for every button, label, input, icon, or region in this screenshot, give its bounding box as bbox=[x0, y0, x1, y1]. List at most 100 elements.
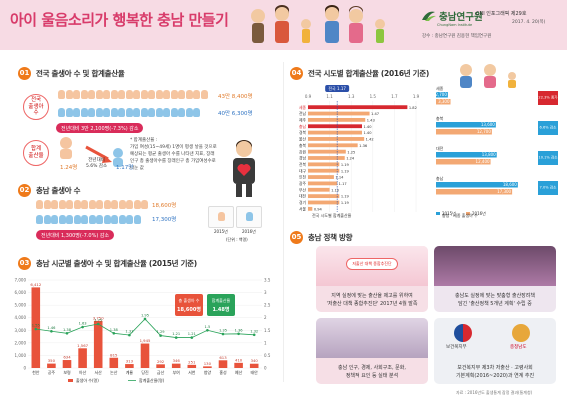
y-left-tick: 4,000 bbox=[15, 315, 27, 320]
tfr-point bbox=[174, 336, 178, 339]
baby-row-2016 bbox=[58, 108, 200, 117]
births-change-badge: 전년대비 3만 2,100명(-7.3%) 감소 bbox=[56, 123, 144, 133]
baby-icon bbox=[103, 108, 110, 117]
legend-label: 2016년 bbox=[472, 210, 486, 216]
province-label: 경남 bbox=[299, 156, 306, 161]
y-right-tick: 1 bbox=[264, 340, 267, 345]
births-bar-label: 350 bbox=[48, 358, 56, 363]
tfr-box-value: 1.48명 bbox=[212, 307, 230, 313]
births-bar bbox=[436, 122, 496, 128]
y-left-tick: 6,000 bbox=[15, 290, 27, 295]
province-bar bbox=[308, 200, 340, 205]
baby-icon bbox=[81, 215, 88, 224]
province-bar bbox=[308, 105, 408, 110]
chungnam-baby-row-2015 bbox=[36, 200, 148, 209]
province-tfr-chart: 0.9 1.1 1.3 1.5 1.7 1.9 세종 1.82 전남 1.47 제주 1.43 충남 1.… bbox=[299, 85, 420, 212]
province-label: 경기 bbox=[299, 200, 306, 205]
births-bar-label: 3,750 bbox=[93, 315, 104, 320]
tfr-point bbox=[34, 327, 38, 331]
tfr-point bbox=[159, 334, 162, 337]
province-bar-label: 1.14 bbox=[335, 176, 344, 180]
baby-icon bbox=[81, 200, 88, 209]
births-bar-label: 634 bbox=[63, 355, 71, 360]
births-2015-value: 43만 8,400명 bbox=[218, 94, 253, 100]
x-tick: 1.9 bbox=[413, 94, 420, 99]
legend-unit: (단위 : 백명) bbox=[226, 237, 248, 242]
province-label: 충청남도 bbox=[510, 345, 527, 350]
births-bar bbox=[140, 343, 150, 368]
tfr-point-label: 1.21 bbox=[188, 332, 196, 336]
change-badge-label: 10.1% 감소 bbox=[538, 155, 558, 160]
baby-icon bbox=[200, 90, 208, 99]
section-number: 05 bbox=[290, 230, 303, 244]
births-bar-label: 815 bbox=[110, 352, 118, 357]
births-bar-label: 1,945 bbox=[140, 338, 151, 343]
x-tick: 금산 bbox=[157, 369, 165, 375]
province-bar bbox=[308, 194, 340, 199]
y-left-tick: 5,000 bbox=[15, 303, 27, 308]
y-right-tick: 2.5 bbox=[264, 303, 271, 308]
tfr-point bbox=[81, 325, 84, 329]
baby-icon bbox=[73, 90, 80, 99]
baby-icon bbox=[110, 108, 118, 117]
baby-icon bbox=[65, 90, 73, 99]
births-bar bbox=[234, 362, 243, 368]
tfr-point bbox=[143, 317, 147, 321]
change-badge-label: 22.3% 증가 bbox=[538, 95, 558, 100]
province-bar-label: 1.24 bbox=[346, 157, 355, 161]
tfr-point bbox=[206, 328, 209, 332]
y-right-tick: 1.5 bbox=[264, 328, 271, 333]
births-bar-label: 346 bbox=[173, 358, 181, 363]
tfr-point-label: 1.31 bbox=[125, 330, 133, 334]
section-number: 01 bbox=[18, 66, 31, 80]
province-label: 울산 bbox=[299, 137, 306, 142]
births-bar bbox=[436, 189, 513, 195]
province-label: 전북 bbox=[299, 162, 306, 167]
baby-icon bbox=[111, 215, 118, 224]
brand-name-en: ChungNam Institute bbox=[437, 23, 473, 27]
baby-icon bbox=[66, 215, 73, 224]
brand-mark-icon bbox=[422, 11, 436, 21]
x-tick: 예산 bbox=[235, 369, 243, 375]
births-bar-label: 6,412 bbox=[30, 282, 41, 287]
county-births-chart: 7,000 6,000 5,000 4,000 3,000 2,000 1,000 0 3.5 3… bbox=[15, 278, 271, 384]
baby-icon bbox=[73, 108, 80, 117]
province-label: 전남 bbox=[299, 111, 306, 116]
x-tick: 보령 bbox=[63, 369, 71, 375]
baby-icon bbox=[88, 108, 95, 117]
national-badge-label: 전국 1.17 bbox=[328, 85, 346, 91]
baby-icon bbox=[43, 215, 51, 224]
section-2-heading: 02 충남 출생아 수 bbox=[18, 183, 81, 197]
baby-icon bbox=[155, 108, 163, 117]
tfr-point-label: 1.29 bbox=[157, 330, 166, 334]
births-bar-label: 251 bbox=[188, 359, 196, 364]
baby-icon bbox=[140, 108, 148, 117]
baby-icon bbox=[43, 200, 51, 209]
x-tick: 1.1 bbox=[326, 94, 333, 99]
baby-icon bbox=[126, 200, 133, 209]
section-4-heading: 04 전국 시도별 합계출산율 (2016년 기준) bbox=[290, 66, 429, 80]
y-left-tick: 0 bbox=[23, 366, 26, 371]
province-label: 서울 bbox=[299, 206, 306, 211]
total-births-box: 충 출생아 수 18,600명 bbox=[175, 294, 203, 316]
national-badge bbox=[325, 85, 350, 92]
province-bar-label: 1.47 bbox=[371, 112, 379, 116]
province-bar-label: 1.82 bbox=[409, 106, 417, 110]
section-5-heading: 05 충남 정책 방향 bbox=[290, 230, 353, 244]
y-right-tick: 3 bbox=[264, 290, 267, 295]
policy-card-4: 보건복지부 충청남도 보건복지부 제3차 저출산 · 고령사회 기본계획(201… bbox=[434, 318, 556, 384]
section-3-heading: 03 충남 시군별 출생아 수 및 합계출산율 (2015년 기준) bbox=[18, 256, 197, 270]
policy-card-1-badge: 저출산 대책 종합추진단 bbox=[346, 258, 398, 270]
ministry-label: 보건복지부 bbox=[446, 345, 467, 350]
tfr-point bbox=[112, 332, 116, 335]
baby-icon bbox=[178, 90, 185, 99]
births-bar bbox=[171, 363, 181, 368]
tfr-point bbox=[128, 333, 131, 337]
baby-icon bbox=[73, 215, 81, 224]
province-bar-label: 1.19 bbox=[341, 169, 350, 173]
legend-tfr: 합계출산율(명) bbox=[139, 377, 165, 383]
x-tick: 서산 bbox=[95, 369, 103, 375]
baby-icon bbox=[185, 108, 193, 117]
province-bar bbox=[308, 162, 340, 167]
